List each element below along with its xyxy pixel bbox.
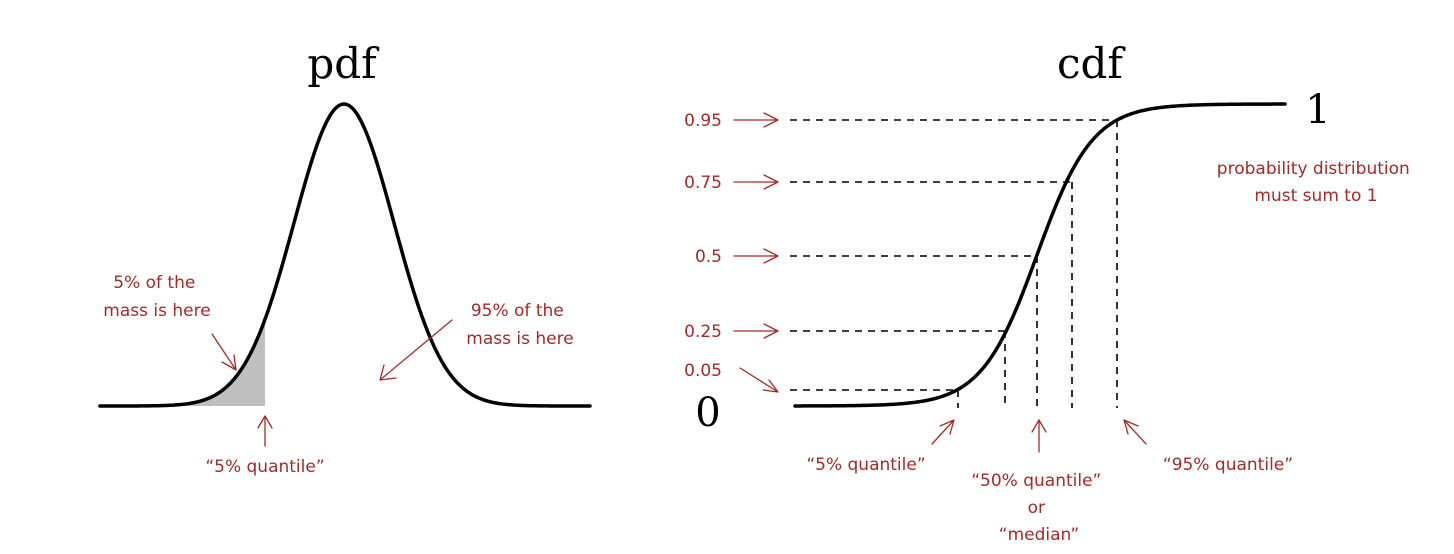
cdf-95-quantile-label: “95% quantile” xyxy=(1163,455,1293,475)
cdf-one-label: 1 xyxy=(1305,87,1330,133)
q95-arrow xyxy=(1123,419,1147,445)
pdf-quantile-arrow xyxy=(257,415,273,447)
cdf-curve xyxy=(793,102,1287,408)
cdf-zero-label: 0 xyxy=(695,390,720,436)
lower-tail-note: 5% of the mass is here xyxy=(103,273,210,321)
pdf-5-quantile-label: “5% quantile” xyxy=(205,457,324,477)
level-label-05: 0.5 xyxy=(695,247,722,267)
upper-mass-note: 95% of the mass is here xyxy=(466,301,573,349)
level-label-025: 0.25 xyxy=(684,322,722,342)
cdf-5-quantile-label: “5% quantile” xyxy=(806,455,925,475)
cdf-panel: cdf 0.95 0.75 0.5 0.25 0.05 0 1 probabil… xyxy=(684,39,1415,545)
level-arrow-025 xyxy=(733,323,779,339)
level-arrow-05 xyxy=(733,248,779,264)
level-label-075: 0.75 xyxy=(684,173,722,193)
pdf-panel: pdf 5% of the mass is here 95% of the ma… xyxy=(98,39,592,477)
level-arrow-005 xyxy=(739,367,779,393)
pdf-title: pdf xyxy=(307,39,380,88)
level-arrow-095 xyxy=(733,112,779,128)
level-label-005: 0.05 xyxy=(684,361,722,381)
cdf-50-quantile-label: “50% quantile” or “median” xyxy=(971,471,1107,545)
sum-to-one-note: probability distribution must sum to 1 xyxy=(1217,159,1415,206)
lower-tail-arrow xyxy=(211,333,237,371)
q5-arrow xyxy=(931,419,955,445)
lower-tail-shaded-area xyxy=(160,319,265,406)
cdf-title: cdf xyxy=(1057,39,1126,88)
upper-mass-arrow xyxy=(379,319,453,381)
pdf-curve xyxy=(98,102,592,408)
q50-arrow xyxy=(1031,419,1047,453)
level-arrow-075 xyxy=(733,174,779,190)
level-label-095: 0.95 xyxy=(684,111,722,131)
